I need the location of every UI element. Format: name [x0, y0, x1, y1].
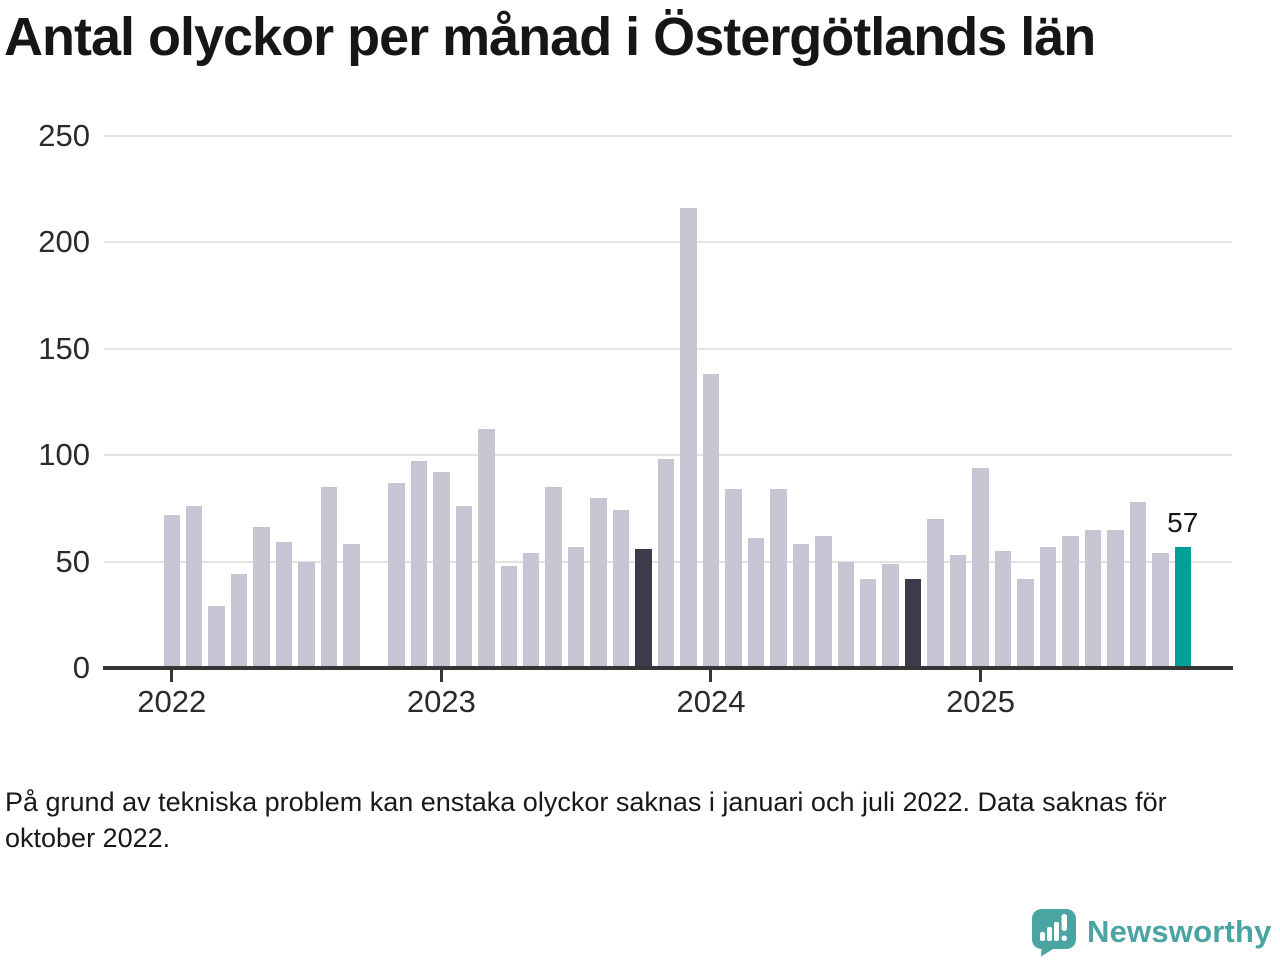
bar-2025-03 [1017, 578, 1034, 668]
bar-2024-12 [949, 555, 967, 668]
x-tick-2023 [439, 670, 443, 682]
bar-2022-04 [230, 574, 248, 668]
x-axis-label-2024: 2024 [676, 684, 746, 719]
x-tick-2024 [709, 670, 713, 682]
gridline-200 [104, 241, 1232, 243]
bar-2023-06 [545, 486, 562, 668]
x-tick-2025 [979, 670, 983, 682]
bar-2023-02 [455, 506, 473, 668]
y-axis-label-150: 150 [38, 330, 90, 366]
gridline-100 [104, 454, 1232, 456]
bar-2024-04 [770, 489, 787, 668]
bar-2025-01 [972, 467, 989, 668]
x-axis-line [103, 666, 1233, 670]
bar-2022-08 [320, 486, 338, 668]
bar-2025-06 [1084, 529, 1102, 668]
gridline-150 [104, 347, 1232, 350]
bar-2024-10 [904, 578, 922, 668]
bar-2022-06 [275, 542, 293, 668]
bar-2023-12 [680, 207, 697, 668]
bar-2022-02 [185, 506, 203, 668]
bar-2022-05 [253, 527, 270, 668]
bar-2023-07 [567, 546, 585, 668]
bar-2024-08 [859, 578, 877, 668]
footnote: På grund av tekniska problem kan enstaka… [5, 785, 1275, 857]
bar-2023-11 [657, 459, 675, 668]
bar-2024-01 [702, 374, 720, 668]
bar-2025-04 [1039, 546, 1057, 668]
footnote-line-2: oktober 2022. [5, 822, 171, 853]
newsworthy-logo: Newsworthy [1030, 907, 1272, 957]
bar-2023-09 [612, 510, 630, 668]
latest-value-label: 57 [1167, 506, 1199, 538]
bar-2024-02 [725, 489, 742, 668]
y-axis-label-200: 200 [38, 224, 90, 259]
footnote-line-1: På grund av tekniska problem kan enstaka… [5, 787, 1167, 817]
bar-2022-12 [410, 461, 428, 668]
bar-2023-03 [478, 429, 495, 668]
bar-2025-02 [994, 550, 1012, 668]
x-axis-label-2023: 2023 [406, 684, 476, 719]
bar-2025-09 [1152, 552, 1169, 668]
bar-2022-09 [343, 544, 360, 668]
bar-2024-11 [927, 518, 944, 668]
x-axis-label-2025: 2025 [946, 684, 1016, 719]
gridline-250 [104, 134, 1232, 137]
bar-2023-04 [500, 565, 517, 668]
bar-2022-11 [388, 482, 405, 668]
bar-2023-01 [433, 472, 450, 668]
bar-2024-06 [815, 535, 832, 668]
newsworthy-wordmark: Newsworthy [1087, 914, 1272, 949]
bar-2022-07 [298, 561, 315, 668]
bar-2022-01 [163, 514, 180, 668]
chart-title: Antal olyckor per månad i Östergötlands … [4, 7, 1096, 67]
bar-2025-08 [1129, 501, 1147, 668]
bar-2025-10 [1174, 546, 1191, 668]
bar-2024-03 [747, 538, 765, 668]
y-axis-label-50: 50 [55, 543, 90, 579]
bar-2023-10 [635, 548, 652, 668]
y-axis-label-100: 100 [38, 437, 90, 472]
bar-2024-07 [837, 561, 854, 668]
bar-2025-07 [1107, 529, 1124, 668]
y-axis-label-250: 250 [38, 117, 90, 153]
x-axis-label-2022: 2022 [137, 684, 207, 719]
bar-2023-05 [522, 552, 540, 668]
bar-2024-05 [792, 544, 810, 668]
bar-2024-09 [882, 563, 899, 668]
bar-2025-05 [1062, 535, 1079, 668]
x-tick-2022 [170, 670, 174, 682]
bar-2023-08 [590, 497, 607, 668]
newsworthy-speech-bubble-chart-icon [1032, 909, 1076, 957]
bar-2022-03 [208, 606, 225, 668]
y-axis-label-0: 0 [72, 650, 90, 685]
